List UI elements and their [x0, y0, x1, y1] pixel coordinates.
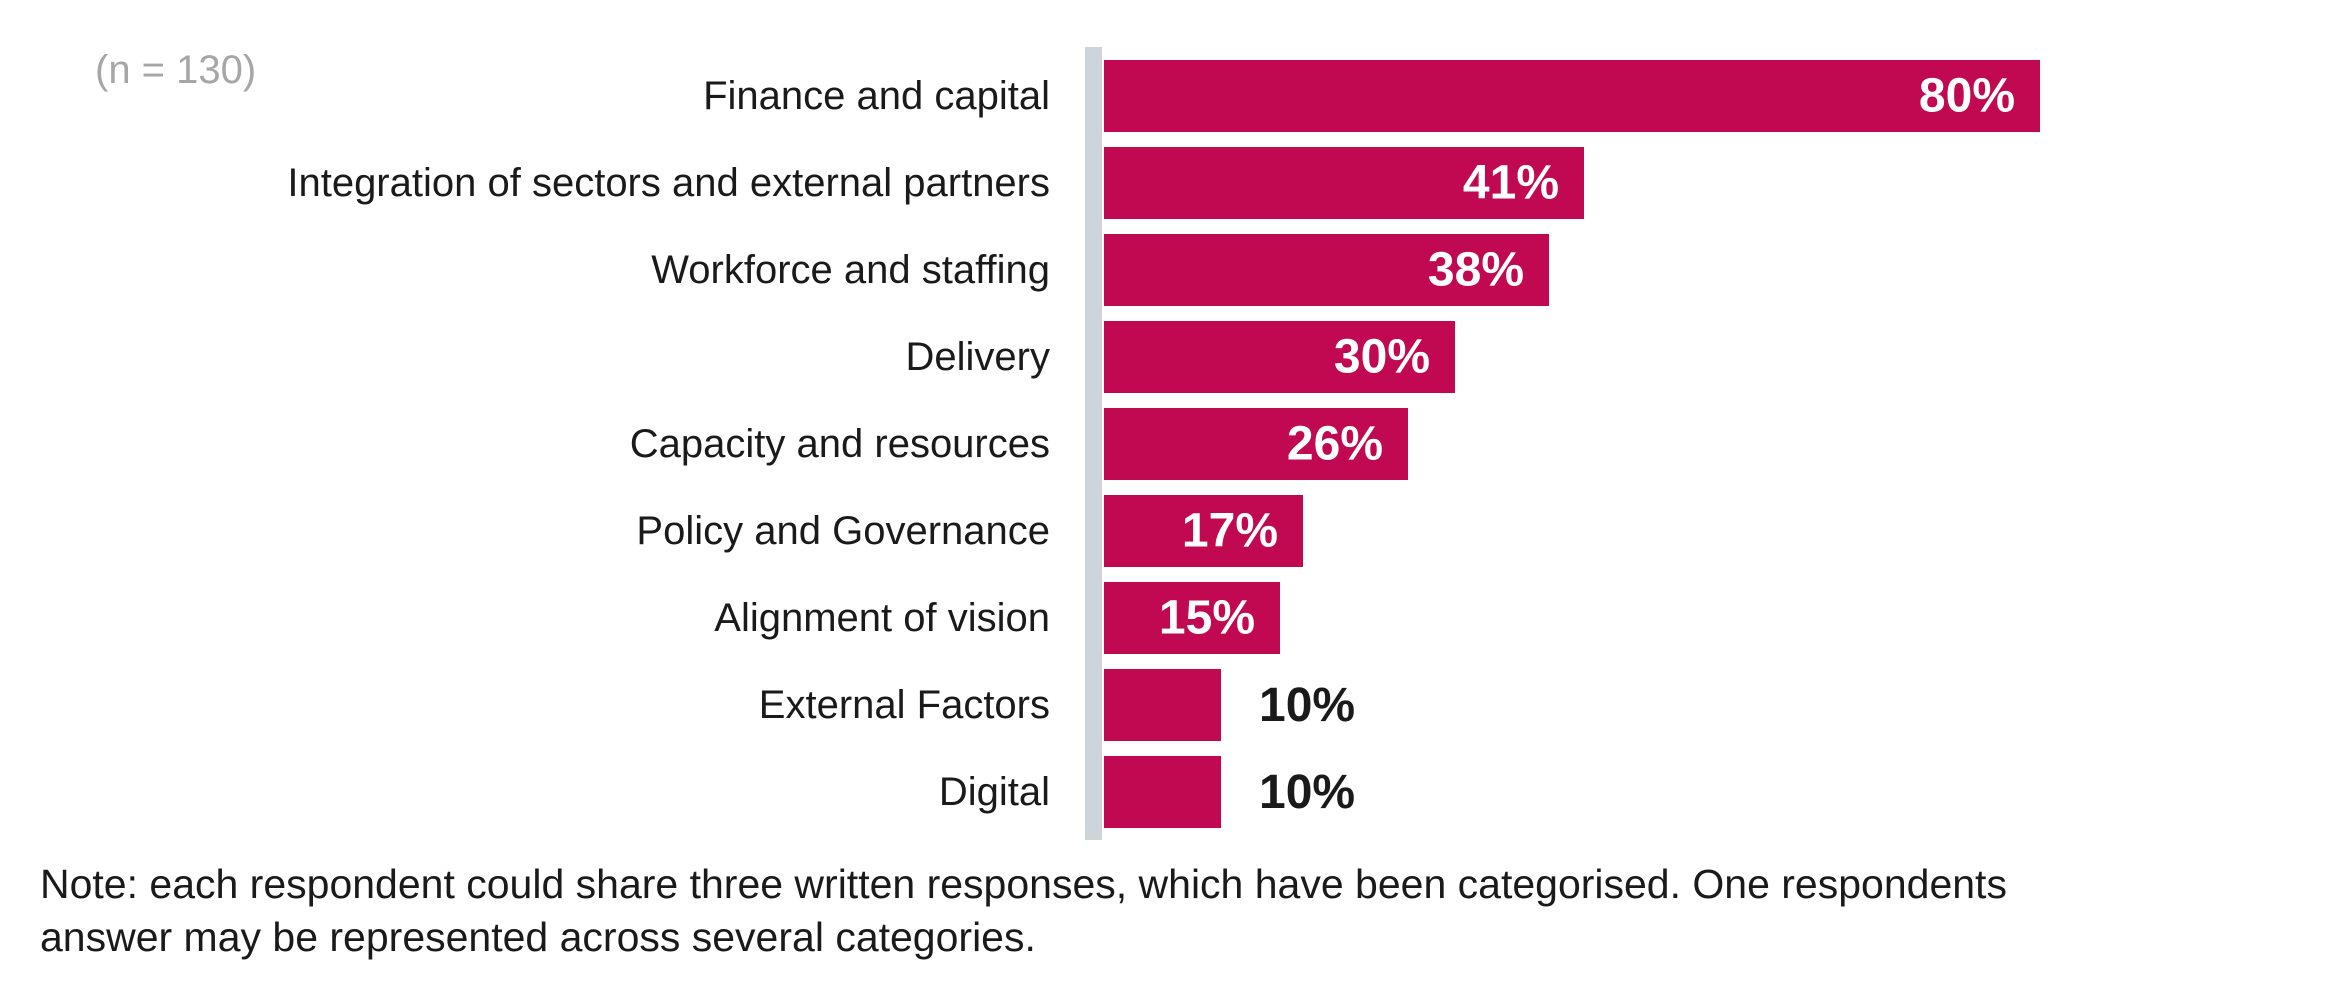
- bar-track: 10%: [1104, 756, 1355, 828]
- bar-row: Finance and capital 80%: [0, 60, 2344, 132]
- value-label: 30%: [1333, 330, 1430, 384]
- value-label: 26%: [1286, 417, 1383, 471]
- bar-track: 10%: [1104, 669, 1355, 741]
- bar: 41%: [1104, 147, 1584, 219]
- bar-track: 80%: [1104, 60, 2040, 132]
- value-label: 80%: [1918, 69, 2015, 123]
- y-axis-line: [1085, 47, 1102, 840]
- category-label: Delivery: [905, 334, 1050, 379]
- category-label: Integration of sectors and external part…: [287, 160, 1050, 205]
- value-label: 10%: [1259, 678, 1356, 732]
- value-label: 41%: [1462, 156, 1559, 210]
- value-label: 10%: [1259, 765, 1356, 819]
- bar-rows: Finance and capital 80% Integration of s…: [0, 60, 2344, 843]
- bar: 80%: [1104, 60, 2040, 132]
- bar: 38%: [1104, 234, 1549, 306]
- category-label: Digital: [938, 769, 1050, 814]
- bar-track: 17%: [1104, 495, 1303, 567]
- category-label: Workforce and staffing: [651, 247, 1050, 292]
- bar-row: Workforce and staffing 38%: [0, 234, 2344, 306]
- bar-track: 26%: [1104, 408, 1408, 480]
- bar-track: 30%: [1104, 321, 1455, 393]
- value-label: 17%: [1181, 504, 1278, 558]
- bar: 26%: [1104, 408, 1408, 480]
- bar: 15%: [1104, 582, 1280, 654]
- category-label: Finance and capital: [703, 73, 1050, 118]
- footnote: Note: each respondent could share three …: [40, 858, 2007, 964]
- bar: 17%: [1104, 495, 1303, 567]
- category-label: External Factors: [758, 682, 1050, 727]
- bar: 30%: [1104, 321, 1455, 393]
- footnote-line-1: Note: each respondent could share three …: [40, 861, 2007, 907]
- category-label: Policy and Governance: [636, 508, 1050, 553]
- value-label: 15%: [1158, 591, 1255, 645]
- bar-row: Integration of sectors and external part…: [0, 147, 2344, 219]
- category-label: Capacity and resources: [629, 421, 1050, 466]
- bar-row: Digital 10%: [0, 756, 2344, 828]
- footnote-line-2: answer may be represented across several…: [40, 914, 1036, 960]
- value-label: 38%: [1427, 243, 1524, 297]
- bar: [1104, 669, 1221, 741]
- bar-track: 15%: [1104, 582, 1280, 654]
- bar-track: 41%: [1104, 147, 1584, 219]
- bar-row: Delivery 30%: [0, 321, 2344, 393]
- category-label: Alignment of vision: [714, 595, 1050, 640]
- bar-row: Policy and Governance 17%: [0, 495, 2344, 567]
- bar-track: 38%: [1104, 234, 1549, 306]
- bar-row: External Factors 10%: [0, 669, 2344, 741]
- bar-row: Capacity and resources 26%: [0, 408, 2344, 480]
- bar-row: Alignment of vision 15%: [0, 582, 2344, 654]
- sample-size-label: (n = 130): [95, 48, 257, 92]
- bar: [1104, 756, 1221, 828]
